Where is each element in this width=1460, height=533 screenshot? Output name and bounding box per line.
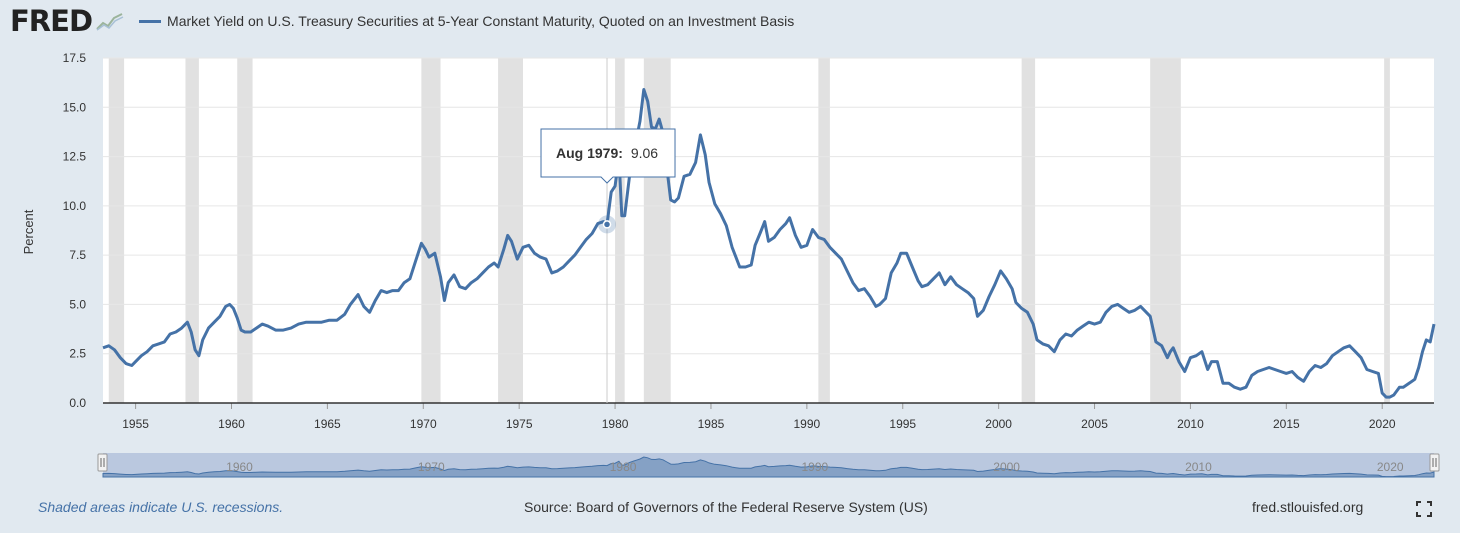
fullscreen-icon[interactable] bbox=[1415, 500, 1433, 518]
tooltip-text: Aug 1979: 9.06 bbox=[556, 145, 658, 161]
x-tick-label: 2015 bbox=[1273, 417, 1300, 431]
fred-logo[interactable]: FRED bbox=[10, 4, 93, 38]
y-tick-label: 12.5 bbox=[63, 150, 87, 164]
tooltip-box bbox=[540, 128, 676, 184]
recession-note: Shaded areas indicate U.S. recessions. bbox=[38, 499, 284, 515]
recession-band bbox=[421, 58, 441, 403]
x-tick-label: 2005 bbox=[1081, 417, 1108, 431]
x-tick-label: 2020 bbox=[1369, 417, 1396, 431]
x-tick-label: 1955 bbox=[122, 417, 149, 431]
navigator-label: 2010 bbox=[1185, 460, 1212, 474]
x-tick-label: 2000 bbox=[985, 417, 1012, 431]
y-tick-label: 0.0 bbox=[69, 396, 86, 410]
gridlines bbox=[103, 57, 1434, 355]
recession-band bbox=[498, 58, 524, 403]
navigator-label: 2020 bbox=[1377, 460, 1404, 474]
navigator-label: 2000 bbox=[993, 460, 1020, 474]
x-tick-label: 1995 bbox=[889, 417, 916, 431]
x-tick-label: 1985 bbox=[698, 417, 725, 431]
chart-header: FRED Market Yield on U.S. Treasury Secur… bbox=[10, 4, 794, 38]
y-tick-label: 17.5 bbox=[63, 51, 87, 65]
site-link[interactable]: fred.stlouisfed.org bbox=[1252, 499, 1364, 515]
recession-band bbox=[818, 58, 830, 403]
recession-band bbox=[108, 58, 125, 403]
recession-bands bbox=[108, 58, 1390, 403]
navigator-label: 1960 bbox=[226, 460, 253, 474]
y-axis-label: Percent bbox=[21, 209, 36, 254]
y-tick-label: 5.0 bbox=[69, 297, 86, 311]
x-tick-label: 1960 bbox=[218, 417, 245, 431]
x-tick-label: 1970 bbox=[410, 417, 437, 431]
recession-band bbox=[1150, 58, 1181, 403]
tooltip-date: Aug 1979: bbox=[556, 145, 623, 161]
hover-point-marker[interactable] bbox=[602, 220, 612, 229]
y-tick-label: 15.0 bbox=[63, 100, 87, 114]
y-axis-ticks: 0.0 2.5 5.0 7.5 10.0 12.5 15.0 17.5 bbox=[63, 51, 87, 410]
navigator-area bbox=[102, 456, 1435, 478]
tooltip: Aug 1979: 9.06 bbox=[540, 128, 676, 184]
navigator-labels: 1960 1970 1980 1990 2000 2010 2020 bbox=[226, 460, 1404, 474]
x-tick-label: 1990 bbox=[794, 417, 821, 431]
recession-band bbox=[237, 58, 253, 403]
legend-line-swatch bbox=[139, 19, 162, 23]
recession-band bbox=[1021, 58, 1036, 403]
y-tick-label: 10.0 bbox=[63, 199, 87, 213]
x-tick-label: 2010 bbox=[1177, 417, 1204, 431]
line-chart[interactable]: 0.02.55.07.510.012.515.017.5 1955 1960 196… bbox=[0, 40, 1460, 482]
x-tick-label: 1980 bbox=[602, 417, 629, 431]
y-tick-label: 7.5 bbox=[69, 248, 86, 262]
navigator-label: 1990 bbox=[802, 460, 829, 474]
y-tick-label: 2.5 bbox=[69, 347, 86, 361]
fred-logo-graph-icon bbox=[95, 10, 126, 32]
navigator-right-handle[interactable] bbox=[1429, 453, 1440, 472]
recession-band bbox=[1384, 58, 1390, 403]
source-note: Source: Board of Governors of the Federa… bbox=[524, 499, 928, 515]
navigator-label: 1970 bbox=[418, 460, 445, 474]
plot-background bbox=[103, 58, 1434, 403]
series-line-dgs5[interactable] bbox=[102, 88, 1436, 399]
legend-series-title[interactable]: Market Yield on U.S. Treasury Securities… bbox=[167, 13, 795, 29]
navigator-selected-range[interactable] bbox=[103, 453, 1434, 477]
tooltip-value: 9.06 bbox=[631, 145, 658, 161]
recession-band bbox=[185, 58, 199, 403]
navigator-left-handle[interactable] bbox=[97, 453, 108, 472]
x-axis-ticks: 1955 1960 1965 1970 1975 1980 1985 1990 1995 2000… bbox=[122, 403, 1396, 431]
x-tick-label: 1975 bbox=[506, 417, 533, 431]
navigator-label: 1980 bbox=[610, 460, 637, 474]
navigator-background bbox=[103, 453, 1434, 477]
recession-band bbox=[615, 58, 625, 403]
x-tick-label: 1965 bbox=[314, 417, 341, 431]
